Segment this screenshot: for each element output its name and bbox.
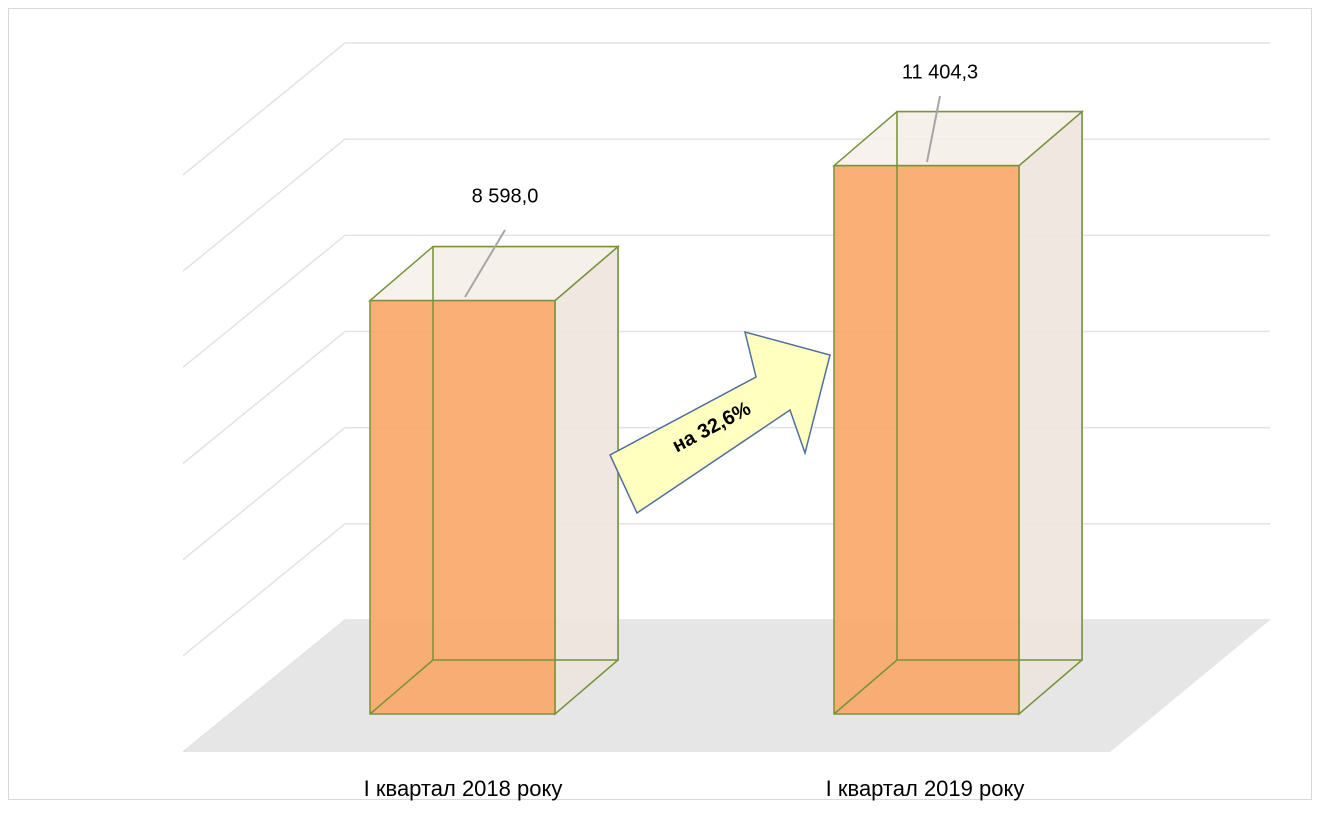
grid-line <box>182 42 1270 176</box>
bar <box>369 299 556 715</box>
growth-arrow <box>609 330 831 515</box>
bar-side <box>1018 110 1083 716</box>
leader-line <box>926 95 941 163</box>
floor <box>183 620 1270 752</box>
x-tick-label: І квартал 2018 року <box>364 776 563 801</box>
data-label: 11 404,3 <box>902 61 978 83</box>
bar-inner-edges <box>369 246 618 715</box>
x-tick-label: І квартал 2019 року <box>826 776 1025 801</box>
data-label: 8 598,0 <box>472 185 539 207</box>
leader-line <box>464 229 506 298</box>
bar <box>833 164 1020 715</box>
bars: 8 598,0 І квартал 2018 року 11 404,3 І квар… <box>364 61 1085 801</box>
bar-side <box>554 244 619 716</box>
bar-inner-edges <box>833 111 1082 715</box>
